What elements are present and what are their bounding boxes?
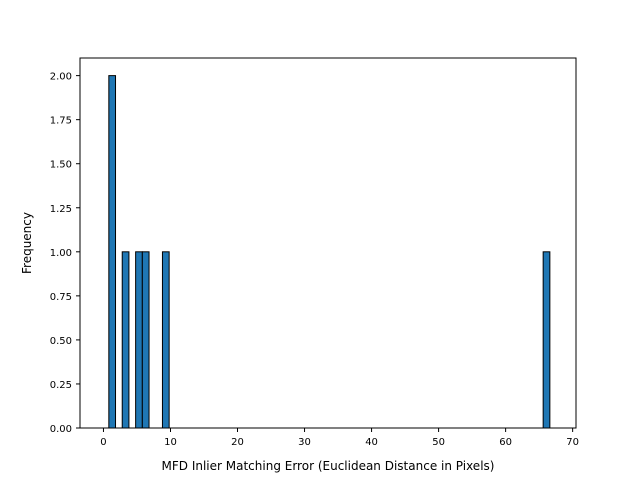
y-tick-label: 0.75 [50, 292, 72, 303]
y-tick-label: 1.00 [50, 248, 72, 259]
y-tick-label: 1.25 [50, 204, 72, 215]
histogram-bar [141, 251, 150, 429]
x-tick-label: 30 [298, 437, 311, 448]
y-tick-label: 1.75 [50, 116, 72, 127]
y-axis-label: Frequency [20, 212, 34, 274]
x-tick-label: 0 [100, 437, 106, 448]
x-axis-label: MFD Inlier Matching Error (Euclidean Dis… [162, 459, 495, 473]
x-tick-label: 10 [164, 437, 177, 448]
x-tick-label: 40 [365, 437, 378, 448]
y-tick-label: 0.25 [50, 380, 72, 391]
x-tick-label: 20 [231, 437, 244, 448]
histogram-bar [161, 251, 170, 429]
y-tick-label: 2.00 [50, 72, 72, 83]
histogram-bar [121, 251, 130, 429]
histogram-bar [108, 75, 117, 429]
plot-frame [79, 57, 577, 429]
bars-group [108, 75, 551, 429]
x-tick-label: 50 [432, 437, 445, 448]
histogram-bar [135, 251, 143, 429]
x-axis-ticks: 0 10 20 30 40 50 60 70 [100, 428, 579, 448]
y-tick-label: 0.50 [50, 336, 72, 347]
x-tick-label: 70 [566, 437, 579, 448]
y-tick-label: 1.50 [50, 160, 72, 171]
x-tick-label: 60 [499, 437, 512, 448]
histogram-bar [542, 251, 551, 429]
y-axis-ticks: 0.00 0.25 0.50 0.75 1.00 1.25 1.50 1.75 2.00 [50, 72, 80, 435]
y-tick-label: 0.00 [50, 424, 72, 435]
